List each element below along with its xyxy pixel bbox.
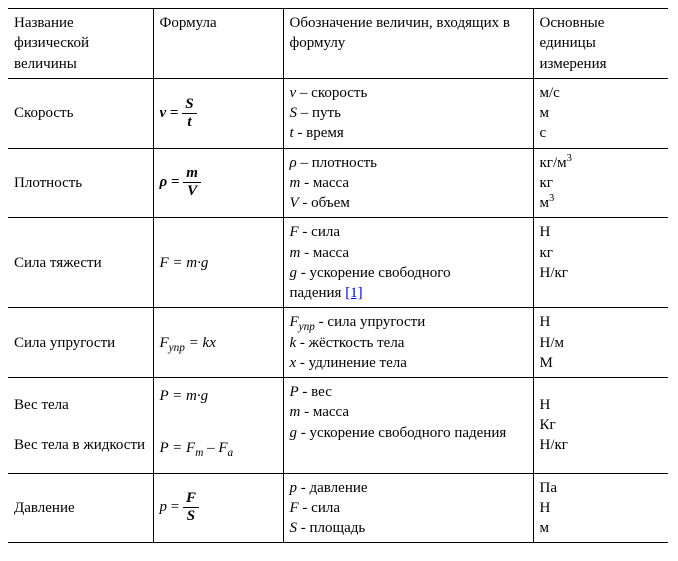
unit-line: Н: [540, 222, 663, 242]
definition-line: x - удлинение тела: [290, 353, 527, 373]
definitions-cell: Fупр - сила упругостиk - жёсткость телаx…: [283, 308, 533, 378]
quantity-name: Сила упругости: [8, 308, 153, 378]
definition-line: m - масса: [290, 402, 527, 422]
table-row: Вес тела Вес тела в жидкостиP = m·gP = F…: [8, 378, 668, 474]
table-row: Плотностьρ = mVρ – плотностьm - массаV -…: [8, 148, 668, 218]
definition-line: g - ускорение свободного падения: [290, 423, 527, 443]
formula-cell: Fупр = kx: [153, 308, 283, 378]
header-row: Название физической величиныФормулаОбозн…: [8, 9, 668, 79]
definitions-cell: P - весm - массаg - ускорение свободного…: [283, 378, 533, 474]
definition-line: падения [1]: [290, 283, 527, 303]
definition-line: S – путь: [290, 103, 527, 123]
quantity-name: Плотность: [8, 148, 153, 218]
definition-line: F - сила: [290, 498, 527, 518]
header-defs: Обозначение величин, входящих в формулу: [283, 9, 533, 79]
unit-line: с: [540, 123, 663, 143]
definition-line: p - давление: [290, 478, 527, 498]
definition-line: k - жёсткость тела: [290, 333, 527, 353]
definitions-cell: v – скоростьS – путьt - время: [283, 78, 533, 148]
unit-line: Н: [540, 498, 663, 518]
header-formula: Формула: [153, 9, 283, 79]
units-cell: НН/мМ: [533, 308, 668, 378]
unit-line: м3: [540, 193, 663, 213]
units-cell: кг/м3кгм3: [533, 148, 668, 218]
definition-line: t - время: [290, 123, 527, 143]
formula-cell: ρ = mV: [153, 148, 283, 218]
definition-line: P - вес: [290, 382, 527, 402]
header-name: Название физической величины: [8, 9, 153, 79]
unit-line: Н: [540, 395, 663, 415]
unit-line: М: [540, 353, 663, 373]
quantity-name: Давление: [8, 473, 153, 543]
definition-line: m - масса: [290, 243, 527, 263]
definitions-cell: F - силаm - массаg - ускорение свободног…: [283, 218, 533, 308]
unit-line: м/с: [540, 83, 663, 103]
units-cell: НКгН/кг: [533, 378, 668, 474]
formula-cell: F = m·g: [153, 218, 283, 308]
definition-line: Fупр - сила упругости: [290, 312, 527, 332]
unit-line: Н/м: [540, 333, 663, 353]
unit-line: кг: [540, 173, 663, 193]
quantity-name: Сила тяжести: [8, 218, 153, 308]
table-row: Сила тяжестиF = m·gF - силаm - массаg - …: [8, 218, 668, 308]
units-cell: ПаНм: [533, 473, 668, 543]
formula-cell: p = FS: [153, 473, 283, 543]
definition-line: v – скорость: [290, 83, 527, 103]
formula-cell: P = m·gP = Fт – Fа: [153, 378, 283, 474]
table-row: Сила упругостиFупр = kxFупр - сила упруг…: [8, 308, 668, 378]
unit-line: Кг: [540, 415, 663, 435]
quantity-name: Скорость: [8, 78, 153, 148]
definitions-cell: p - давлениеF - силаS - площадь: [283, 473, 533, 543]
formula-cell: v = St: [153, 78, 283, 148]
definition-line: F - сила: [290, 222, 527, 242]
definition-line: m - масса: [290, 173, 527, 193]
footnote-ref[interactable]: [1]: [345, 285, 363, 301]
table-row: Давлениеp = FSp - давлениеF - силаS - пл…: [8, 473, 668, 543]
definitions-cell: ρ – плотностьm - массаV - объем: [283, 148, 533, 218]
units-cell: м/смс: [533, 78, 668, 148]
unit-line: м: [540, 518, 663, 538]
table-row: Скоростьv = Stv – скоростьS – путьt - вр…: [8, 78, 668, 148]
header-units: Основные единицы измерения: [533, 9, 668, 79]
definition-line: S - площадь: [290, 518, 527, 538]
unit-line: Н/кг: [540, 435, 663, 455]
definition-line: V - объем: [290, 193, 527, 213]
unit-line: Н: [540, 312, 663, 332]
unit-line: Н/кг: [540, 263, 663, 283]
definition-line: g - ускорение свободного: [290, 263, 527, 283]
unit-line: Па: [540, 478, 663, 498]
definition-line: ρ – плотность: [290, 153, 527, 173]
quantity-name: Вес тела Вес тела в жидкости: [8, 378, 153, 474]
unit-line: кг/м3: [540, 153, 663, 173]
unit-line: кг: [540, 243, 663, 263]
units-cell: Нкг Н/кг: [533, 218, 668, 308]
unit-line: м: [540, 103, 663, 123]
physics-formulas-table: Название физической величиныФормулаОбозн…: [8, 8, 668, 543]
